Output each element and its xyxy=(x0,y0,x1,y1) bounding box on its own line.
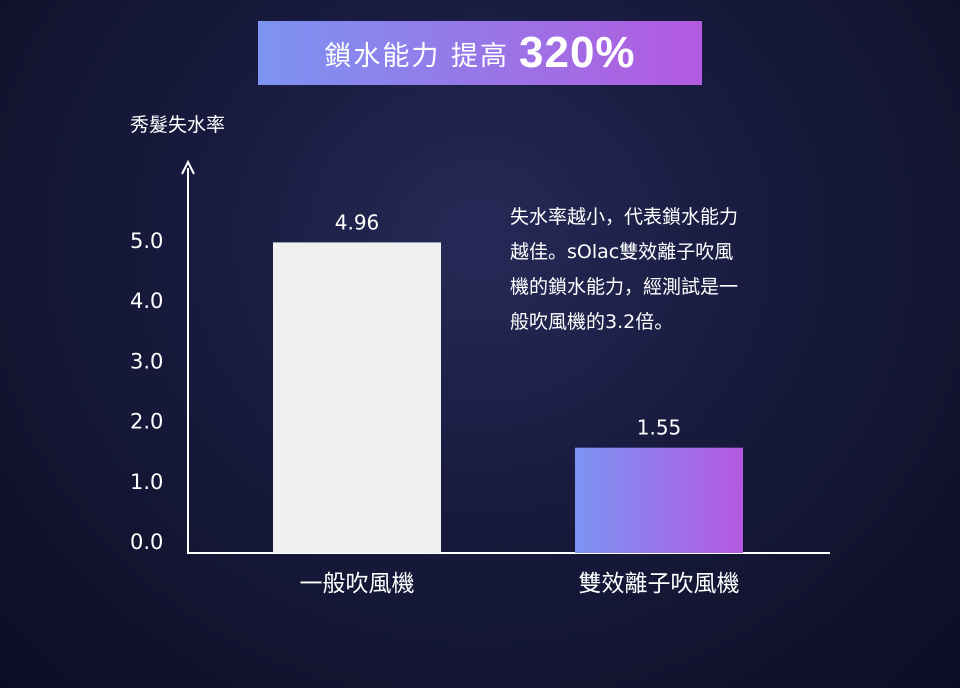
plot-area: 0.0 1.0 2.0 3.0 4.0 5.0 4.96 一般吹風機 1.55 雙效離子吹風機 xyxy=(130,159,830,597)
bar xyxy=(273,242,441,553)
y-tick-label: 4.0 xyxy=(130,289,163,313)
y-axis-arrow xyxy=(181,159,195,175)
annotation-text: 失水率越小，代表鎖水能力 越佳。sOlac雙效離子吹風 機的鎖水能力，經測試是一… xyxy=(510,206,739,333)
y-tick-label: 0.0 xyxy=(130,530,163,554)
bar-value-label: 4.96 xyxy=(335,210,380,234)
banner-title: 鎖水能力 提高 xyxy=(324,40,510,72)
x-tick-label: 雙效離子吹風機 xyxy=(579,571,740,597)
y-tick-label: 3.0 xyxy=(130,349,163,373)
y-tick-label: 1.0 xyxy=(130,470,163,494)
y-tick-label: 5.0 xyxy=(130,229,163,253)
banner-highlight: 320% xyxy=(519,28,636,77)
y-tick-label: 2.0 xyxy=(130,410,163,434)
bar-value-label: 1.55 xyxy=(637,416,682,440)
x-tick-label: 一般吹風機 xyxy=(300,571,415,597)
bar xyxy=(575,447,743,553)
title-banner: 鎖水能力 提高 320% xyxy=(258,21,702,85)
y-axis-label: 秀髮失水率 xyxy=(130,114,225,136)
